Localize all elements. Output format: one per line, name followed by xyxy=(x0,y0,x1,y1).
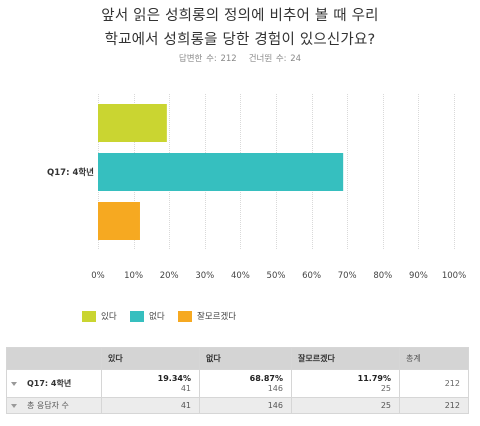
legend-swatch xyxy=(82,310,96,322)
x-tick-label: 50% xyxy=(267,271,286,281)
x-tick-label: 30% xyxy=(195,271,214,281)
x-tick-label: 20% xyxy=(160,271,179,281)
table-header-total[interactable]: 총계 xyxy=(399,347,469,370)
question-title-line-2: 학교에서 성희롱을 당한 경험이 있으신가요? xyxy=(104,32,376,48)
table-header-yes[interactable]: 있다 xyxy=(101,347,200,370)
table-cell-unsure: 11.79% 25 xyxy=(291,369,400,398)
x-tick-label: 90% xyxy=(409,271,428,281)
cell-percent: 19.34% xyxy=(157,373,191,383)
legend-item: 잘모르겠다 xyxy=(178,310,236,322)
total-row-label: 총 응답자 수 xyxy=(27,401,69,410)
table-row: Q17: 4학년 19.34% 41 68.87% 146 11.79% 25 212 xyxy=(6,369,469,398)
cell-count: 25 xyxy=(380,383,391,393)
skipped-count: 건너뛴 수: 24 xyxy=(248,54,302,64)
total-unsure: 25 xyxy=(291,397,400,414)
table-cell-total: 212 xyxy=(399,369,469,398)
table-header-blank xyxy=(6,347,102,370)
chevron-down-icon[interactable] xyxy=(11,403,17,408)
x-tick-label: 80% xyxy=(373,271,392,281)
x-tick-label: 10% xyxy=(124,271,143,281)
legend-label: 있다 xyxy=(101,312,117,322)
total-all: 212 xyxy=(399,397,469,414)
response-stats: 답변한 수: 212 건너뛴 수: 24 xyxy=(0,52,480,64)
table-total-row: 총 응답자 수 41 146 25 212 xyxy=(6,397,469,414)
total-no: 146 xyxy=(199,397,292,414)
x-tick-label: 100% xyxy=(442,271,466,281)
total-row-label-cell[interactable]: 총 응답자 수 xyxy=(6,397,102,414)
legend-label: 잘모르겠다 xyxy=(197,312,237,322)
x-tick-label: 70% xyxy=(338,271,357,281)
question-title: 앞서 읽은 성희롱의 정의에 비추어 볼 때 우리 학교에서 성희롱을 당한 경… xyxy=(0,4,480,52)
cell-count: 41 xyxy=(180,383,191,393)
cell-percent: 68.87% xyxy=(249,373,283,383)
table-header-unsure[interactable]: 잘모르겠다 xyxy=(291,347,400,370)
bar-chart: 0% 10% 20% 30% 40% 50% 60% 70% 80% 90% 100% Q17: 4학… xyxy=(47,94,466,281)
table-header-row: 있다 없다 잘모르겠다 총계 xyxy=(6,347,469,370)
row-label-cell[interactable]: Q17: 4학년 xyxy=(6,369,102,398)
table-cell-no: 68.87% 146 xyxy=(199,369,292,398)
x-tick-label: 40% xyxy=(231,271,250,281)
bar xyxy=(98,153,344,191)
answered-count: 답변한 수: 212 xyxy=(178,54,237,64)
table-header-no[interactable]: 없다 xyxy=(199,347,292,370)
x-tick-label: 0% xyxy=(91,271,105,281)
cell-count: 146 xyxy=(267,383,283,393)
summary-table: 있다 없다 잘모르겠다 총계 Q17: 4학년 19.34% 41 68.87% 1… xyxy=(6,347,469,414)
bar xyxy=(98,202,140,240)
legend-item: 있다 xyxy=(82,310,117,322)
bar xyxy=(98,104,167,142)
row-label: Q17: 4학년 xyxy=(27,379,72,388)
legend-swatch xyxy=(178,310,192,322)
x-tick-label: 60% xyxy=(302,271,321,281)
legend-swatch xyxy=(130,310,144,322)
legend-item: 없다 xyxy=(130,310,165,322)
chevron-down-icon[interactable] xyxy=(11,381,17,386)
category-label: Q17: 4학년 xyxy=(47,167,94,178)
table-cell-yes: 19.34% 41 xyxy=(101,369,200,398)
question-title-line-1: 앞서 읽은 성희롱의 정의에 비추어 볼 때 우리 xyxy=(101,8,379,24)
total-yes: 41 xyxy=(101,397,200,414)
cell-percent: 11.79% xyxy=(357,373,391,383)
legend-label: 없다 xyxy=(149,312,165,322)
